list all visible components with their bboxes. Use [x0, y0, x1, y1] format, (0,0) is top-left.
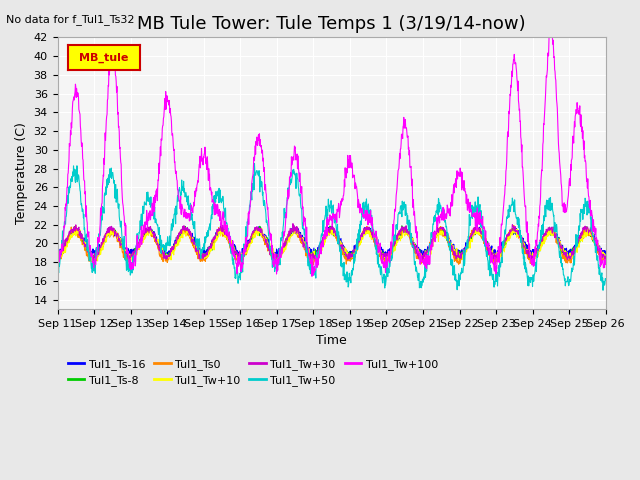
Y-axis label: Temperature (C): Temperature (C)	[15, 122, 28, 224]
Title: MB Tule Tower: Tule Temps 1 (3/19/14-now): MB Tule Tower: Tule Temps 1 (3/19/14-now…	[138, 15, 526, 33]
Text: No data for f_Tul1_Ts32: No data for f_Tul1_Ts32	[6, 14, 135, 25]
X-axis label: Time: Time	[316, 335, 347, 348]
Legend: Tul1_Ts-16, Tul1_Ts-8, Tul1_Ts0, Tul1_Tw+10, Tul1_Tw+30, Tul1_Tw+50, Tul1_Tw+100: Tul1_Ts-16, Tul1_Ts-8, Tul1_Ts0, Tul1_Tw…	[63, 354, 442, 391]
